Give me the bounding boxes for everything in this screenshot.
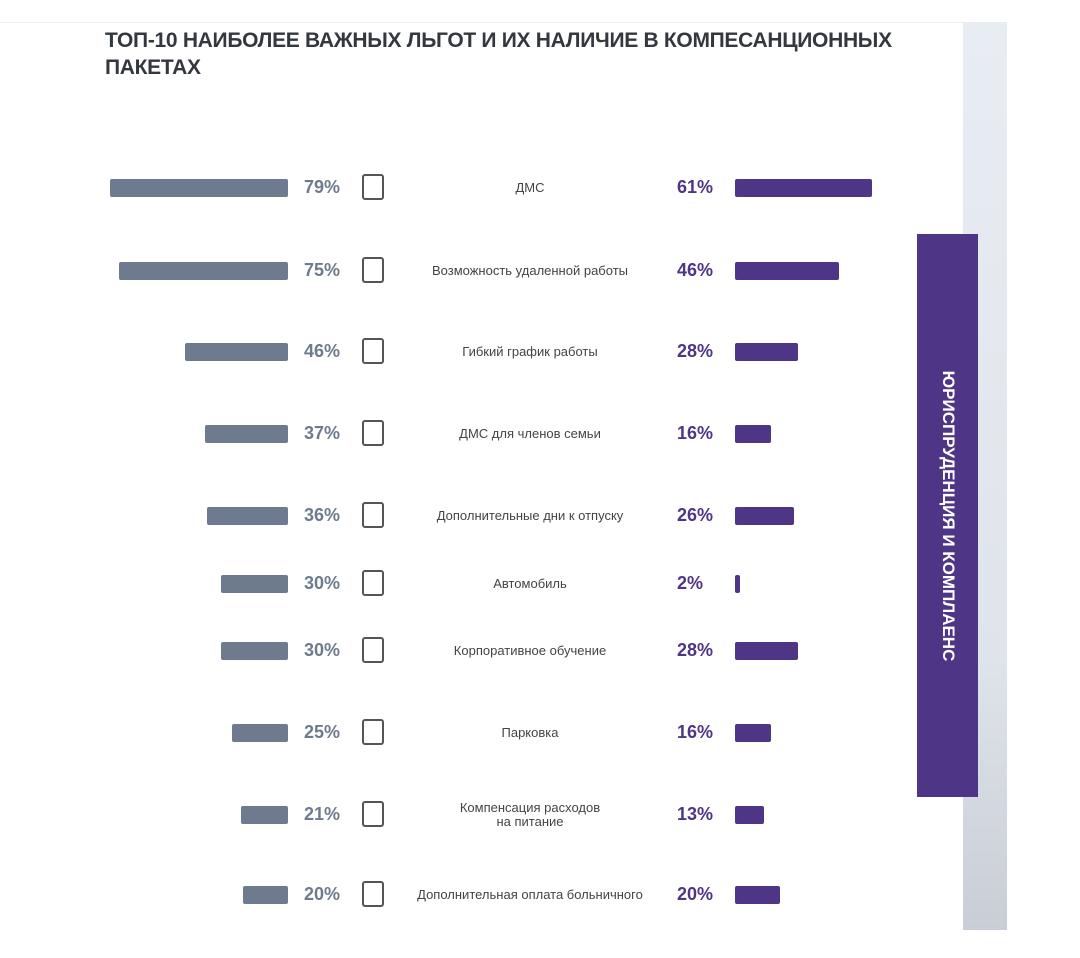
chart-title: ТОП-10 НАИБОЛЕЕ ВАЖНЫХ ЛЬГОТ И ИХ НАЛИЧИ… xyxy=(105,29,892,79)
bar xyxy=(735,425,771,443)
benefit-icon xyxy=(362,338,384,364)
value-label: 20% xyxy=(677,884,714,904)
benefit-icon xyxy=(362,719,384,745)
bar xyxy=(110,179,288,197)
bar xyxy=(735,262,839,280)
bar xyxy=(735,806,765,824)
category-label: Корпоративное обучение xyxy=(453,643,607,658)
value-label: 13% xyxy=(677,804,714,824)
value-label: 37% xyxy=(303,423,340,443)
category-label: Дополнительная оплата больничного xyxy=(417,887,643,902)
value-label: 2% xyxy=(677,573,704,593)
value-label: 16% xyxy=(677,423,714,443)
value-label: 30% xyxy=(303,573,340,593)
value-label: 79% xyxy=(303,177,340,197)
category-label: Возможность удаленной работы xyxy=(432,263,628,278)
benefit-icon xyxy=(362,257,384,283)
value-label: 46% xyxy=(303,341,340,361)
benefit-icon xyxy=(362,570,384,596)
benefit-icon xyxy=(362,502,384,528)
value-label: 61% xyxy=(677,177,714,197)
benefit-icon xyxy=(362,637,384,663)
value-label: 75% xyxy=(303,260,340,280)
category-label: Компенсация расходов на питание xyxy=(459,800,601,829)
value-label: 46% xyxy=(677,260,714,280)
bar xyxy=(240,806,288,824)
category-label: Гибкий график работы xyxy=(462,344,598,359)
bar xyxy=(735,575,740,593)
bar xyxy=(735,507,794,525)
bar xyxy=(220,642,288,660)
bar xyxy=(735,642,798,660)
value-label: 30% xyxy=(303,640,340,660)
value-label: 16% xyxy=(677,722,714,742)
value-label: 25% xyxy=(303,722,340,742)
bar xyxy=(735,886,780,904)
top-rule xyxy=(0,22,1007,23)
category-label: ДМС xyxy=(515,180,545,195)
bar xyxy=(231,724,288,742)
category-label: Автомобиль xyxy=(493,576,567,591)
side-label: ЮРИСПРУДЕНЦИЯ И КОМПЛАЕНС xyxy=(938,370,958,661)
value-label: 26% xyxy=(677,505,714,525)
benefit-icon xyxy=(362,881,384,907)
side-panel: ЮРИСПРУДЕНЦИЯ И КОМПЛАЕНС xyxy=(917,234,978,797)
bar xyxy=(735,343,798,361)
bar xyxy=(735,724,771,742)
benefit-icon xyxy=(362,801,384,827)
value-label: 21% xyxy=(303,804,340,824)
category-label: Дополнительные дни к отпуску xyxy=(436,508,624,523)
bar xyxy=(119,262,288,280)
category-label: Парковка xyxy=(501,725,559,740)
value-label: 28% xyxy=(677,341,714,361)
value-label: 36% xyxy=(303,505,340,525)
value-label: 28% xyxy=(677,640,714,660)
value-label: 20% xyxy=(303,884,340,904)
bar xyxy=(220,575,288,593)
bar xyxy=(184,343,288,361)
bar xyxy=(207,507,288,525)
bar xyxy=(243,886,288,904)
bar xyxy=(735,179,873,197)
benefit-icon xyxy=(362,174,384,200)
benefit-icon xyxy=(362,420,384,446)
bar xyxy=(204,425,288,443)
category-label: ДМС для членов семьи xyxy=(459,426,601,441)
